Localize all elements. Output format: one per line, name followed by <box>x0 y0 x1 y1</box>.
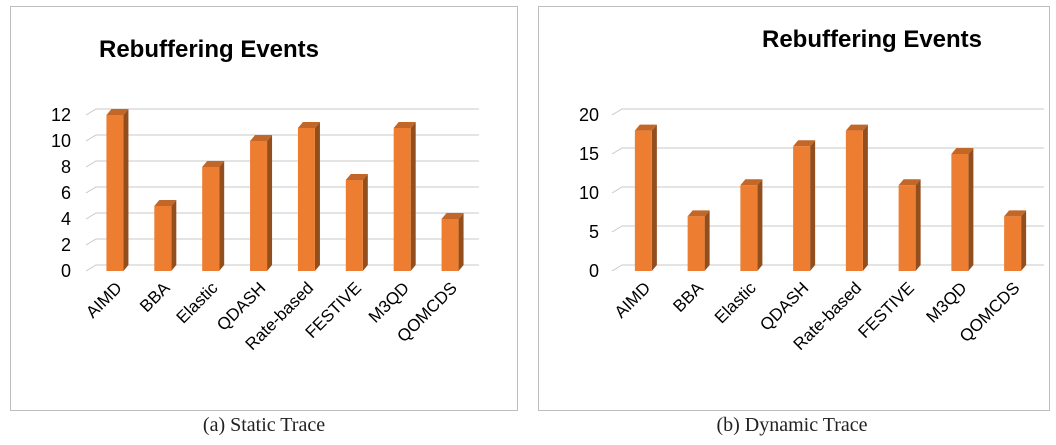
gridline <box>611 264 1044 272</box>
y-tick-label: 4 <box>61 209 71 229</box>
bar <box>393 122 416 271</box>
category-label: AIMD <box>611 278 654 321</box>
figure-panel-static: Rebuffering Events 0 2 4 6 8 10 12 AIMD BBA Elasti… <box>10 6 518 436</box>
chart-frame: Rebuffering Events 0 5 10 15 20 AIMD BBA Elastic… <box>538 6 1050 411</box>
y-tick-label: 15 <box>579 144 599 164</box>
gridline <box>611 225 1044 233</box>
gridline <box>611 147 1044 155</box>
bar <box>297 122 320 271</box>
figure-panel-dynamic: Rebuffering Events 0 5 10 15 20 AIMD BBA Elastic… <box>528 0 1056 445</box>
y-tick-label: 20 <box>579 105 599 125</box>
bar <box>106 109 129 271</box>
bar <box>634 124 657 271</box>
y-tick-label: 10 <box>579 183 599 203</box>
bar <box>793 140 816 271</box>
gridline <box>85 212 479 220</box>
bar <box>687 210 710 271</box>
y-tick-label: 12 <box>51 105 71 125</box>
gridline <box>85 160 479 168</box>
y-tick-label: 0 <box>589 261 599 281</box>
gridline <box>85 108 479 116</box>
y-tick-label: 8 <box>61 157 71 177</box>
gridline <box>611 186 1044 194</box>
bar <box>250 135 273 271</box>
gridline <box>85 264 479 272</box>
bar <box>1004 210 1027 271</box>
bar <box>740 179 763 271</box>
bar-chart-dynamic: Rebuffering Events 0 5 10 15 20 AIMD BBA Elastic… <box>579 26 1044 354</box>
bar <box>951 148 974 271</box>
y-tick-label: 2 <box>61 235 71 255</box>
gridline <box>85 186 479 194</box>
category-label: M3QD <box>923 278 971 326</box>
category-label: BBA <box>669 278 707 316</box>
y-tick-label: 10 <box>51 131 71 151</box>
chart-title: Rebuffering Events <box>762 26 982 53</box>
figure-caption: (b) Dynamic Trace <box>716 414 868 436</box>
category-label: BBA <box>136 278 174 316</box>
category-label: FESTIVE <box>854 278 918 342</box>
bar <box>154 200 177 271</box>
figure-caption: (a) Static Trace <box>202 414 326 436</box>
y-tick-label: 5 <box>589 222 599 242</box>
bar <box>845 124 868 271</box>
y-tick-label: 6 <box>61 183 71 203</box>
chart-frame: Rebuffering Events 0 2 4 6 8 10 12 AIMD BBA Elasti… <box>10 6 518 411</box>
gridline <box>85 238 479 246</box>
chart-title: Rebuffering Events <box>99 36 319 63</box>
category-label: AIMD <box>82 278 125 321</box>
gridline <box>611 108 1044 116</box>
category-label: Elastic <box>711 278 760 327</box>
gridline <box>85 134 479 142</box>
y-tick-label: 0 <box>61 261 71 281</box>
bar <box>345 174 368 271</box>
bar <box>441 213 464 271</box>
bar <box>898 179 921 271</box>
bar <box>202 161 225 271</box>
